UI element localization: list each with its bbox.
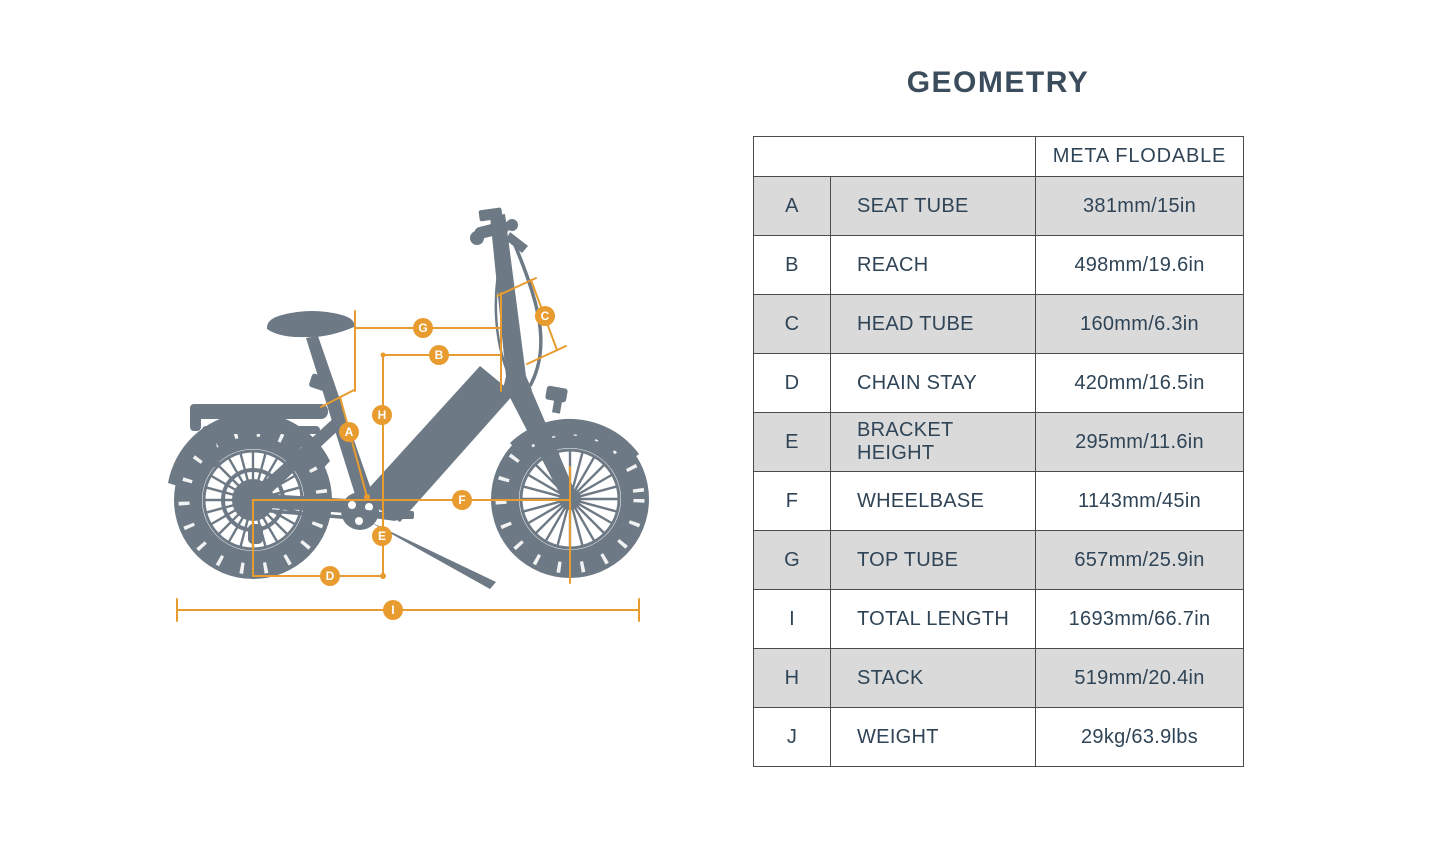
row-label: SEAT TUBE — [830, 176, 1036, 236]
marker-g-label: G — [418, 321, 427, 335]
marker-d: D — [320, 566, 340, 586]
row-label: WHEELBASE — [830, 471, 1036, 531]
bike-silhouette — [168, 207, 649, 589]
marker-f: F — [452, 490, 472, 510]
row-value: 1143mm/45in — [1035, 471, 1244, 531]
row-key: G — [753, 530, 831, 590]
row-value: 519mm/20.4in — [1035, 648, 1244, 708]
geometry-table: META FLODABLE A SEAT TUBE 381mm/15in B R… — [753, 136, 1244, 767]
marker-g: G — [413, 318, 433, 338]
model-header-cell: META FLODABLE — [1035, 136, 1244, 177]
rear-derailleur — [248, 524, 263, 544]
row-label: HEAD TUBE — [830, 294, 1036, 354]
row-label: REACH — [830, 235, 1036, 295]
marker-f-label: F — [458, 493, 465, 507]
row-label: TOP TUBE — [830, 530, 1036, 590]
header-empty-cell — [753, 136, 1036, 177]
row-value: 420mm/16.5in — [1035, 353, 1244, 413]
total-length-line-i — [176, 598, 640, 622]
table-row: C HEAD TUBE 160mm/6.3in — [753, 294, 1244, 354]
row-label: CHAIN STAY — [830, 353, 1036, 413]
chain-stay-line-d — [252, 573, 386, 579]
row-value: 657mm/25.9in — [1035, 530, 1244, 590]
table-row: E BRACKET HEIGHT 295mm/11.6in — [753, 412, 1244, 472]
row-key: A — [753, 176, 831, 236]
row-key: D — [753, 353, 831, 413]
marker-a-label: A — [345, 425, 354, 439]
marker-i: I — [383, 600, 403, 620]
table-row: J WEIGHT 29kg/63.9lbs — [753, 707, 1244, 767]
row-key: E — [753, 412, 831, 472]
marker-a: A — [339, 422, 359, 442]
row-key: I — [753, 589, 831, 649]
measurement-lines: A B C D E F G H — [176, 277, 640, 622]
marker-b-label: B — [435, 348, 444, 362]
row-key: B — [753, 235, 831, 295]
marker-c: C — [535, 306, 555, 326]
bike-geometry-diagram: A B C D E F G H — [168, 207, 680, 622]
row-label: BRACKET HEIGHT — [830, 412, 1036, 472]
table-row: B REACH 498mm/19.6in — [753, 235, 1244, 295]
table-row: I TOTAL LENGTH 1693mm/66.7in — [753, 589, 1244, 649]
row-key: H — [753, 648, 831, 708]
row-value: 1693mm/66.7in — [1035, 589, 1244, 649]
table-row: H STACK 519mm/20.4in — [753, 648, 1244, 708]
row-key: F — [753, 471, 831, 531]
table-row: D CHAIN STAY 420mm/16.5in — [753, 353, 1244, 413]
marker-e: E — [372, 526, 392, 546]
marker-e-label: E — [378, 529, 386, 543]
row-label: STACK — [830, 648, 1036, 708]
marker-h: H — [372, 405, 392, 425]
row-value: 381mm/15in — [1035, 176, 1244, 236]
table-row: G TOP TUBE 657mm/25.9in — [753, 530, 1244, 590]
marker-d-label: D — [326, 569, 335, 583]
row-value: 160mm/6.3in — [1035, 294, 1244, 354]
seat-tube-line-a — [320, 389, 370, 500]
row-label: WEIGHT — [830, 707, 1036, 767]
marker-h-label: H — [378, 408, 387, 422]
row-value: 295mm/11.6in — [1035, 412, 1244, 472]
table-row: A SEAT TUBE 381mm/15in — [753, 176, 1244, 236]
row-value: 29kg/63.9lbs — [1035, 707, 1244, 767]
table-header-row: META FLODABLE — [753, 136, 1244, 177]
marker-i-label: I — [391, 603, 394, 617]
table-row: F WHEELBASE 1143mm/45in — [753, 471, 1244, 531]
row-label: TOTAL LENGTH — [830, 589, 1036, 649]
row-key: J — [753, 707, 831, 767]
page-title: GEOMETRY — [906, 66, 1090, 99]
marker-c-label: C — [541, 309, 550, 323]
marker-b: B — [429, 345, 449, 365]
row-value: 498mm/19.6in — [1035, 235, 1244, 295]
row-key: C — [753, 294, 831, 354]
